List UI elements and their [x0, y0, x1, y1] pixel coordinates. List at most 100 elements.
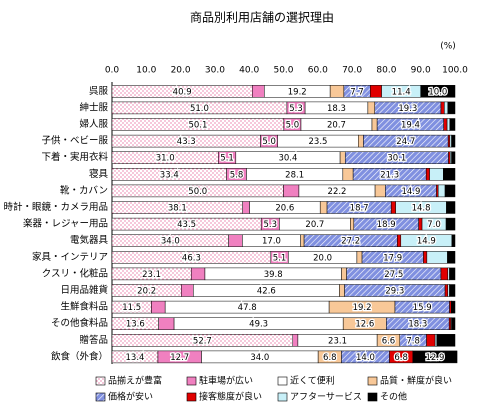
bar-segment — [429, 168, 444, 181]
legend-label: 近くて便利 — [290, 375, 335, 387]
data-label: 20.7 — [305, 220, 324, 230]
x-tick-label: 50.0 — [273, 66, 293, 76]
data-label: 14.9 — [417, 237, 436, 247]
bar-segment — [190, 267, 206, 281]
legend-label: 品質・鮮度が良い — [380, 375, 452, 387]
bar-segment — [451, 317, 456, 330]
data-label: 42.6 — [257, 287, 276, 297]
data-label: 20.7 — [327, 121, 346, 131]
bar-segment — [367, 101, 375, 115]
data-label: 7.0 — [427, 220, 441, 230]
data-label: 43.5 — [177, 220, 196, 230]
data-label: 21.3 — [380, 170, 399, 180]
legend-label: 価格が安い — [108, 391, 153, 403]
legend-swatch — [95, 392, 106, 402]
bar-segment — [447, 101, 456, 115]
data-label: 24.7 — [396, 137, 415, 147]
bar-segment — [158, 317, 175, 330]
bar-segment — [451, 234, 456, 247]
bar-segment — [447, 284, 450, 297]
bar-segment — [451, 300, 456, 314]
data-label: 11.5 — [122, 303, 141, 313]
data-label: 23.1 — [328, 336, 347, 346]
bar-segment — [371, 118, 378, 131]
bar-segment — [451, 134, 456, 148]
data-label: 49.3 — [249, 320, 268, 330]
bar-segment — [440, 101, 445, 115]
bar-segment — [397, 234, 402, 247]
data-label: 23.5 — [309, 137, 328, 147]
bar-segment — [443, 118, 448, 131]
category-label: 日用品雑貨 — [60, 284, 108, 296]
data-label: 50.1 — [188, 121, 207, 131]
data-label: 18.3 — [327, 104, 346, 114]
bar-segment — [447, 134, 451, 148]
bar-segment — [418, 217, 423, 231]
bar-segment — [447, 251, 456, 264]
legend-swatch — [277, 392, 288, 402]
data-label: 19.3 — [398, 104, 417, 114]
data-label: 5.1 — [220, 154, 234, 164]
bar-segment — [446, 201, 456, 214]
bar-segment — [440, 267, 449, 281]
data-label: 13.6 — [126, 320, 145, 330]
data-label: 17.9 — [383, 253, 402, 263]
data-label: 38.1 — [168, 204, 187, 214]
bar-segment — [449, 267, 456, 281]
bar-segment — [425, 168, 430, 181]
data-label: 39.8 — [264, 270, 283, 280]
bar-segment — [350, 217, 355, 231]
data-label: 19.4 — [401, 121, 420, 131]
data-label: 18.3 — [408, 320, 427, 330]
data-label: 5.0 — [262, 137, 276, 147]
data-label: 7.8 — [406, 336, 420, 346]
category-label: 生鮮食料品 — [60, 301, 108, 313]
data-label: 20.0 — [313, 253, 332, 263]
x-tick-label: 80.0 — [376, 66, 396, 76]
data-label: 27.2 — [341, 237, 360, 247]
data-label: 20.6 — [275, 204, 294, 214]
data-label: 6.6 — [382, 336, 396, 346]
data-label: 5.3 — [264, 220, 278, 230]
bar-segment — [449, 284, 456, 297]
data-label: 46.3 — [182, 253, 201, 263]
x-tick-label: 20.0 — [171, 66, 191, 76]
data-label: 52.7 — [193, 336, 212, 346]
data-label: 50.0 — [188, 187, 207, 197]
data-label: 5.3 — [289, 104, 303, 114]
data-label: 6.8 — [394, 353, 408, 363]
category-label: 紳士服 — [79, 101, 108, 113]
bar-segment — [444, 101, 449, 115]
legend-swatch — [277, 376, 288, 386]
bar-segment — [181, 284, 194, 297]
bar-segment — [436, 184, 439, 198]
data-label: 23.1 — [142, 270, 161, 280]
bar-segment — [374, 184, 386, 198]
legend-swatch — [367, 392, 378, 402]
bar-segment — [448, 317, 452, 330]
data-label: 28.1 — [285, 170, 304, 180]
data-label: 22.2 — [328, 187, 347, 197]
data-label: 47.8 — [238, 303, 257, 313]
data-label: 12.9 — [425, 353, 444, 363]
category-label: 下着・実用衣料 — [41, 151, 108, 163]
data-label: 10.0 — [428, 87, 447, 97]
bar-segment — [451, 151, 456, 164]
data-label: 15.9 — [413, 303, 432, 313]
data-label: 34.0 — [161, 237, 180, 247]
bar-segment — [356, 251, 363, 264]
bar-segment — [228, 234, 243, 247]
category-label: 寝具 — [89, 168, 109, 180]
x-tick-label: 0.0 — [105, 66, 120, 76]
bar-segment — [434, 334, 438, 347]
data-label: 11.4 — [392, 87, 411, 97]
data-label: 20.2 — [137, 287, 156, 297]
data-label: 14.0 — [356, 353, 375, 363]
data-label: 31.0 — [156, 154, 175, 164]
bar-segment — [443, 168, 456, 181]
data-label: 7.7 — [350, 87, 364, 97]
bar-segment — [449, 134, 452, 148]
x-tick-label: 70.0 — [342, 66, 362, 76]
bar-segment — [339, 151, 346, 164]
